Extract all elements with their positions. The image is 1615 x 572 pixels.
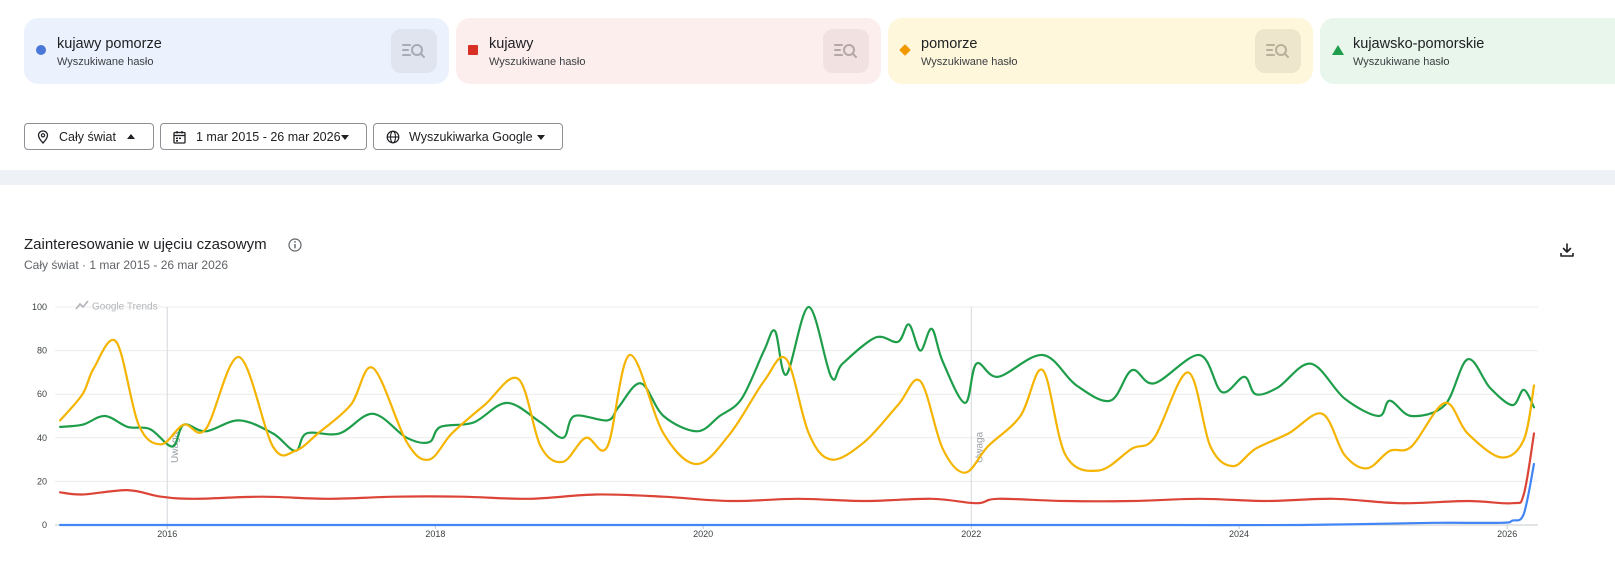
note-label: Uwaga (170, 431, 181, 463)
term-type: Wyszukiwane hasło (57, 56, 154, 68)
y-tick-label: 60 (37, 389, 47, 399)
term-type: Wyszukiwane hasło (489, 56, 586, 68)
property-filter-label: Wyszukiwarka Google (409, 130, 533, 144)
term-type: Wyszukiwane hasło (1353, 56, 1450, 68)
x-tick-label: 2026 (1497, 529, 1517, 539)
date-range-filter-label: 1 mar 2015 - 26 mar 2026 (196, 130, 341, 144)
interest-over-time-chart: 0 20 40 60 80 100 2016 2018 2020 2022 2024 2026 Uwag… (32, 300, 1538, 539)
series-line-kujawy (59, 432, 1536, 505)
x-tick-label: 2020 (693, 529, 713, 539)
globe-icon (386, 130, 400, 144)
y-tick-label: 20 (37, 476, 47, 486)
search-terms-bar: kujawy pomorze Wyszukiwane hasło kujawy … (24, 18, 1615, 84)
term-card-kujawy[interactable]: kujawy Wyszukiwane hasło (456, 18, 881, 84)
term-card-kujawy-pomorze[interactable]: kujawy pomorze Wyszukiwane hasło (24, 18, 449, 84)
x-tick-label: 2022 (961, 529, 981, 539)
info-icon[interactable] (288, 238, 302, 252)
property-filter-button[interactable]: Wyszukiwarka Google (373, 123, 563, 150)
series-marker-triangle-icon (1332, 45, 1344, 55)
y-tick-label: 100 (32, 302, 47, 312)
search-insights-icon (834, 44, 857, 58)
section-divider (0, 170, 1615, 185)
series-marker-diamond-icon (899, 44, 911, 56)
chevron-down-icon (341, 135, 349, 140)
watermark-label: Google Trends (92, 302, 158, 313)
calendar-icon (173, 131, 186, 144)
date-range-filter-button[interactable]: 1 mar 2015 - 26 mar 2026 (160, 123, 367, 150)
series-line-kujawy-pomorze (59, 462, 1536, 527)
search-insights-button[interactable] (391, 29, 437, 73)
search-insights-icon (402, 44, 425, 58)
term-name: pomorze (921, 36, 978, 52)
x-tick-label: 2024 (1229, 529, 1249, 539)
y-tick-label: 0 (42, 520, 47, 530)
y-tick-label: 80 (37, 346, 47, 356)
series-line-pomorze (59, 338, 1536, 474)
series-marker-square-icon (468, 45, 478, 55)
x-tick-label: 2016 (157, 529, 177, 539)
region-filter-label: Cały świat (59, 130, 116, 144)
region-filter-button[interactable]: Cały świat (24, 123, 154, 150)
term-name: kujawy pomorze (57, 36, 162, 52)
term-card-pomorze[interactable]: pomorze Wyszukiwane hasło (888, 18, 1313, 84)
term-name: kujawsko-pomorskie (1353, 36, 1485, 52)
series-line-kujawsko-pomorskie (59, 305, 1536, 452)
google-trends-icon (75, 300, 89, 310)
series-marker-circle-icon (36, 45, 46, 55)
term-type: Wyszukiwane hasło (921, 56, 1018, 68)
chart-subtitle: Cały świat · 1 mar 2015 - 26 mar 2026 (24, 258, 229, 272)
location-pin-icon (37, 130, 49, 144)
chevron-up-icon (127, 134, 135, 139)
note-label: Uwaga (974, 431, 985, 463)
search-insights-icon (1266, 44, 1289, 58)
search-insights-button[interactable] (823, 29, 869, 73)
chevron-down-icon (537, 135, 545, 140)
y-tick-label: 40 (37, 433, 47, 443)
term-name: kujawy (489, 36, 534, 52)
term-card-kujawsko-pomorskie[interactable]: kujawsko-pomorskie Wyszukiwane hasło (1320, 18, 1615, 84)
x-tick-label: 2018 (425, 529, 445, 539)
chart-title: Zainteresowanie w ujęciu czasowym (24, 236, 267, 253)
download-icon[interactable] (1559, 242, 1575, 258)
search-insights-button[interactable] (1255, 29, 1301, 73)
